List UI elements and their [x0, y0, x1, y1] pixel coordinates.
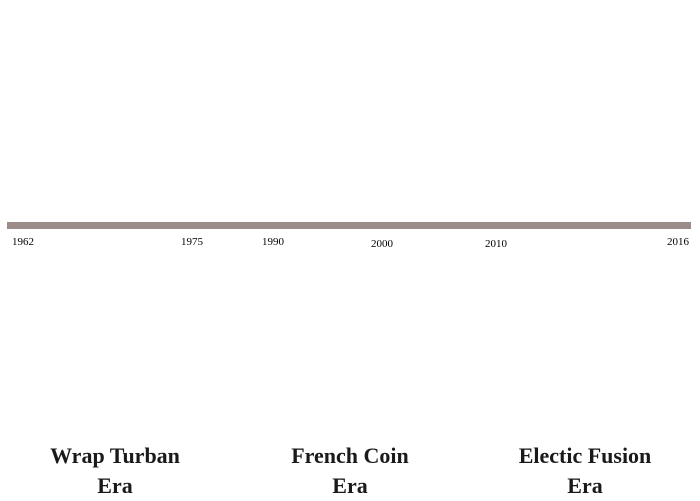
era-wrap-turban: Wrap Turban Era: [5, 441, 225, 501]
year-label-1962: 1962: [12, 236, 34, 248]
year-label-2016: 2016: [667, 236, 689, 248]
year-label-1975: 1975: [181, 236, 203, 248]
era-title: Wrap Turban: [50, 443, 180, 468]
timeline-bar: [7, 222, 691, 229]
year-label-2010: 2010: [485, 238, 507, 250]
era-electic-fusion: Electic Fusion Era: [475, 441, 695, 501]
era-suffix: Era: [567, 473, 603, 498]
era-french-coin: French Coin Era: [240, 441, 460, 501]
era-title: French Coin: [291, 443, 409, 468]
era-title: Electic Fusion: [518, 443, 652, 468]
year-label-2000: 2000: [371, 238, 393, 250]
era-suffix: Era: [97, 473, 133, 498]
era-suffix: Era: [332, 473, 368, 498]
year-label-1990: 1990: [262, 236, 284, 248]
